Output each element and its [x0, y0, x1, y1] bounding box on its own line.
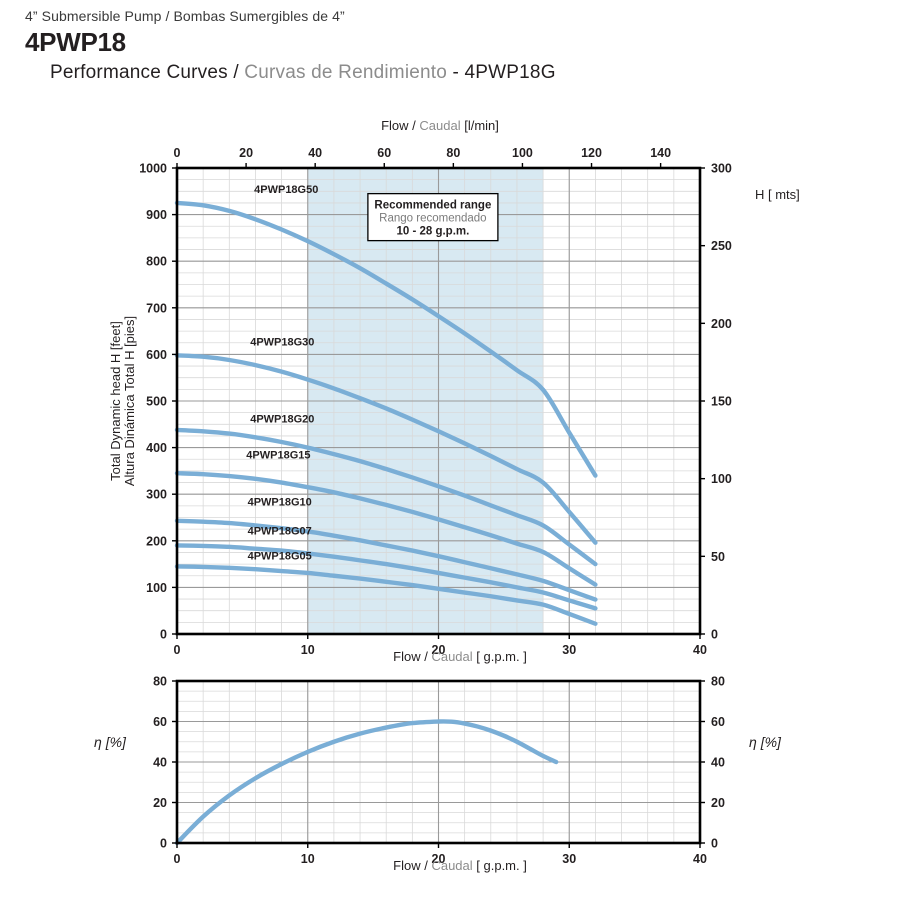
eff-ytick-label-right: 40	[711, 756, 725, 770]
page-title-suffix: - 4PWP18G	[447, 62, 556, 83]
ytick-label-left: 200	[146, 534, 167, 548]
curve-4PWP18G07	[174, 543, 598, 611]
eff-ytick-label-left: 40	[153, 756, 167, 770]
curve-4PWP18G20	[174, 427, 598, 567]
eff-xtick-label-bottom: 0	[174, 852, 181, 866]
ytick-label-right: 150	[711, 395, 732, 409]
page-title-sep: /	[227, 62, 245, 83]
recommended-range-line-en: Recommended range	[374, 200, 491, 212]
yaxis-title-left: Total Dynamic head H [feet] Altura Dinámi…	[108, 316, 137, 486]
eff-ytick-label-left: 60	[153, 715, 167, 729]
xtick-label-bottom: 10	[301, 643, 315, 657]
recommended-range-line-es: Rango recomendado	[379, 213, 486, 225]
eff-ytick-label-left: 0	[160, 837, 167, 851]
recommended-range-box	[367, 192, 499, 242]
xaxis-title-top: Flow / Caudal [l/min]	[381, 118, 499, 133]
product-model: 4PWP18	[25, 27, 126, 57]
curve-label-4PWP18G15: 4PWP18G15	[246, 450, 310, 462]
curve-4PWP18G30	[174, 353, 598, 545]
eff-yaxis-title-right: η [%]	[749, 734, 782, 750]
curve-label-4PWP18G05: 4PWP18G05	[248, 551, 312, 563]
ytick-label-right: 250	[711, 239, 732, 253]
eff-ytick-label-right: 20	[711, 796, 725, 810]
ytick-label-left: 400	[146, 441, 167, 455]
ytick-label-right: 100	[711, 472, 732, 486]
ytick-label-right: 50	[711, 550, 725, 564]
ytick-label-left: 100	[146, 581, 167, 595]
xtick-label-bottom: 30	[562, 643, 576, 657]
eff-yaxis-title-left: η [%]	[94, 734, 127, 750]
xtick-label-bottom: 0	[174, 643, 181, 657]
ytick-label-left: 700	[146, 301, 167, 315]
xtick-label-top: 120	[581, 146, 602, 160]
curve-label-4PWP18G07: 4PWP18G07	[248, 526, 312, 538]
curve-label-4PWP18G10: 4PWP18G10	[248, 497, 312, 509]
xtick-label-top: 40	[308, 146, 322, 160]
ytick-label-left: 600	[146, 348, 167, 362]
yaxis-title-left-es: Altura Dinámica Total H [pies]	[122, 316, 137, 486]
eff-xtick-label-bottom: 10	[301, 852, 315, 866]
ytick-label-left: 0	[160, 628, 167, 642]
xtick-label-top: 100	[512, 146, 533, 160]
ytick-label-right: 0	[711, 628, 718, 642]
curve-label-4PWP18G20: 4PWP18G20	[250, 414, 314, 426]
eff-ytick-label-right: 80	[711, 675, 725, 689]
yaxis-title-right: H [ mts]	[755, 187, 800, 202]
curve-4PWP18G05	[174, 564, 598, 626]
ytick-label-left: 500	[146, 395, 167, 409]
eff-ytick-label-left: 20	[153, 796, 167, 810]
product-subtitle: 4” Submersible Pump / Bombas Sumergibles…	[25, 8, 345, 24]
ytick-label-left: 900	[146, 208, 167, 222]
curve-label-4PWP18G50: 4PWP18G50	[254, 184, 318, 196]
ytick-label-right: 300	[711, 162, 732, 176]
eff-xtick-label-bottom: 30	[562, 852, 576, 866]
xtick-label-top: 60	[377, 146, 391, 160]
xtick-label-top: 20	[239, 146, 253, 160]
yaxis-title-left-en: Total Dynamic head H [feet]	[108, 321, 123, 481]
curve-4PWP18G10	[174, 518, 598, 602]
xtick-label-top: 0	[174, 146, 181, 160]
xaxis-title-bottom: Flow / Caudal [ g.p.m. ]	[393, 649, 527, 664]
eff-ytick-label-right: 0	[711, 837, 718, 851]
xtick-label-bottom: 40	[693, 643, 707, 657]
page-title: Performance Curves / Curvas de Rendimien…	[50, 62, 556, 84]
curve-efficiency	[174, 719, 559, 846]
page-title-en: Performance Curves	[50, 62, 228, 83]
ytick-label-right: 200	[711, 317, 732, 331]
xtick-label-bottom: 20	[432, 643, 446, 657]
xtick-label-top: 140	[650, 146, 671, 160]
eff-xtick-label-bottom: 40	[693, 852, 707, 866]
eff-xtick-label-bottom: 20	[432, 852, 446, 866]
xtick-label-top: 80	[446, 146, 460, 160]
ytick-label-left: 1000	[139, 162, 167, 176]
recommended-range-value: 10 - 28 g.p.m.	[396, 226, 469, 238]
curve-4PWP18G50	[174, 200, 598, 478]
page-title-es: Curvas de Rendimiento	[244, 62, 448, 83]
eff-ytick-label-right: 60	[711, 715, 725, 729]
curve-label-4PWP18G30: 4PWP18G30	[250, 336, 314, 348]
eff-xaxis-title-bottom: Flow / Caudal [ g.p.m. ]	[393, 858, 527, 873]
ytick-label-left: 300	[146, 488, 167, 502]
eff-ytick-label-left: 80	[153, 675, 167, 689]
curve-4PWP18G15	[174, 471, 598, 587]
ytick-label-left: 800	[146, 255, 167, 269]
